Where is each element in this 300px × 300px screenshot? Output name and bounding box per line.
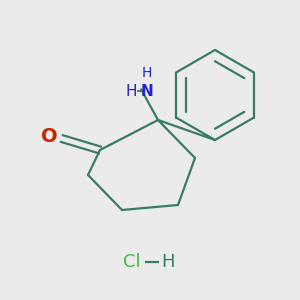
Text: O: O <box>41 127 58 146</box>
Text: H: H <box>161 253 175 271</box>
Text: Cl: Cl <box>123 253 141 271</box>
Text: H: H <box>142 66 152 80</box>
Text: H: H <box>125 84 137 99</box>
Text: N: N <box>141 84 154 99</box>
